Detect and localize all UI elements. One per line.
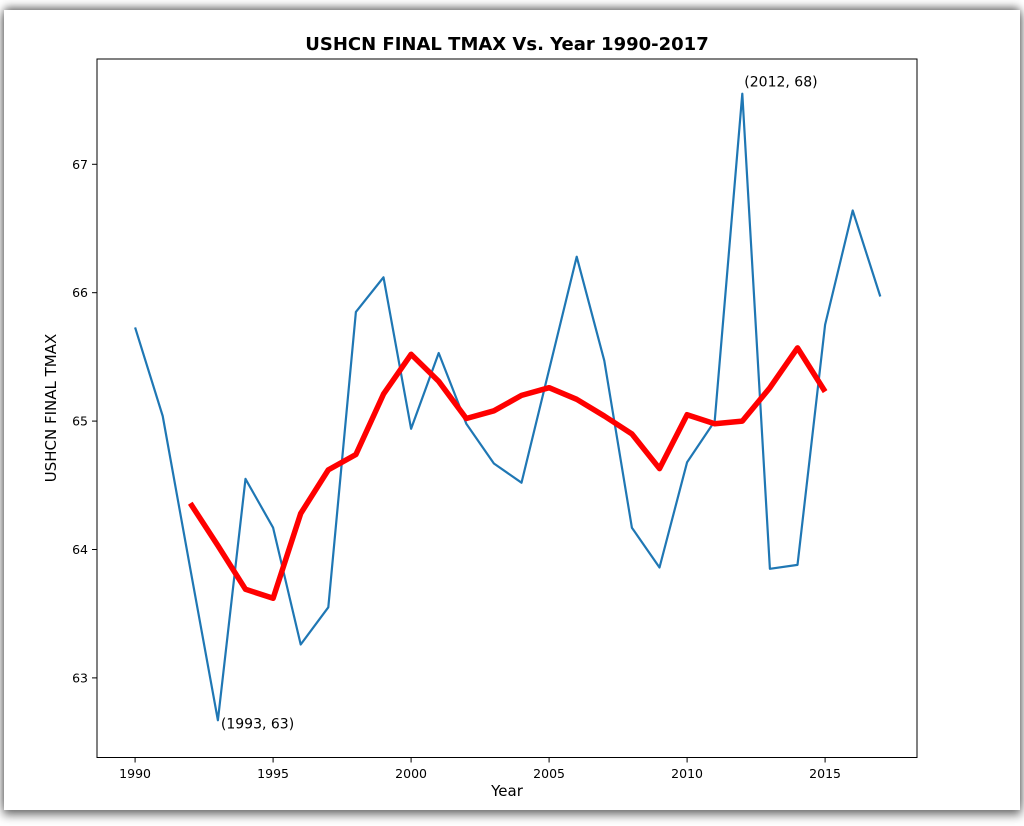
data-series — [134, 92, 882, 722]
x-tick-label: 2010 — [671, 766, 703, 781]
x-tick-label: 2005 — [533, 766, 565, 781]
x-tick-label: 1990 — [119, 766, 151, 781]
annotation-label: (1993, 63) — [221, 716, 294, 732]
point-annotations: (2012, 68) (1993, 63) — [221, 75, 818, 733]
chart-image-page: 1990 1995 2000 2005 2010 2015 63 64 65 66 67 (201… — [4, 10, 1020, 810]
x-tick-label: 2015 — [809, 766, 841, 781]
annotation-label: (2012, 68) — [744, 75, 817, 91]
5-year-mean-tmax-line — [187, 345, 828, 602]
y-tick-label: 65 — [72, 414, 88, 429]
chart-title: USHCN FINAL TMAX Vs. Year 1990-2017 — [305, 34, 708, 55]
x-axis-ticks: 1990 1995 2000 2005 2010 2015 — [119, 757, 841, 781]
x-tick-label: 1995 — [257, 766, 289, 781]
plot-area-border — [96, 58, 918, 758]
y-tick-label: 64 — [72, 542, 88, 557]
y-axis-label: USHCN FINAL TMAX — [42, 334, 60, 483]
y-axis-ticks: 63 64 65 66 67 — [72, 157, 97, 685]
y-tick-label: 66 — [72, 285, 88, 300]
x-axis-label: Year — [490, 782, 524, 800]
annual-tmax-line — [134, 92, 882, 722]
y-tick-label: 67 — [72, 157, 88, 172]
y-tick-label: 63 — [72, 670, 88, 685]
tmax-line-chart: 1990 1995 2000 2005 2010 2015 63 64 65 66 67 (201… — [42, 34, 918, 800]
x-tick-label: 2000 — [395, 766, 427, 781]
